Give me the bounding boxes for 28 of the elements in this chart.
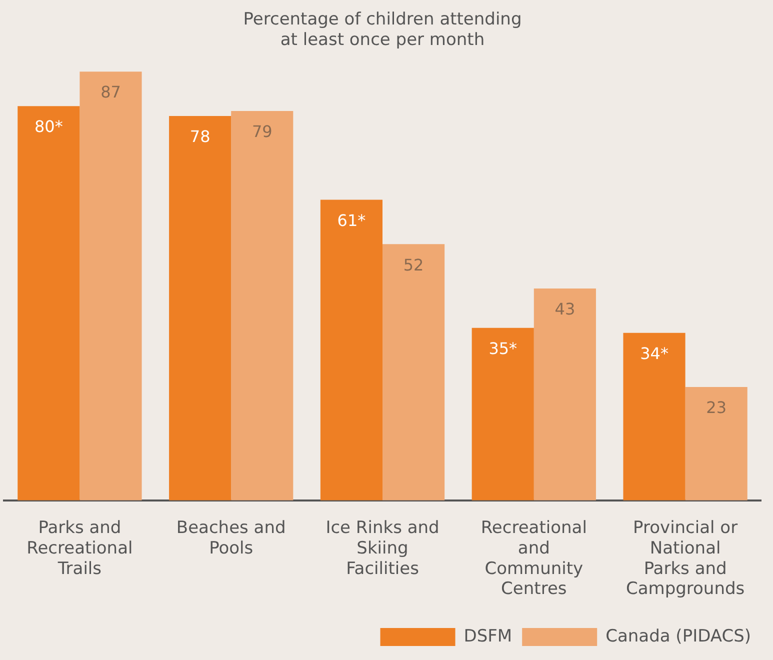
data-label: 52 <box>403 255 424 274</box>
legend-label: DSFM <box>464 626 512 646</box>
x-tick-label: Recreational and Community Centres <box>480 518 587 600</box>
data-label: 35* <box>488 339 518 358</box>
data-label: 87 <box>100 82 121 102</box>
data-label: 34* <box>640 344 668 363</box>
bar <box>685 387 748 500</box>
data-label: 80* <box>34 117 63 136</box>
data-label: 78 <box>190 127 210 146</box>
bar <box>18 106 80 500</box>
data-label: 43 <box>554 300 576 319</box>
data-label: 61* <box>337 210 366 230</box>
data-label: 79 <box>252 122 272 142</box>
chart-title: Percentage of children attending at least once per month <box>243 10 522 50</box>
bar <box>623 332 686 500</box>
x-tick-label: Beaches and Pools <box>176 518 286 558</box>
bar <box>231 111 294 500</box>
bar <box>534 288 596 500</box>
bar <box>320 200 382 500</box>
bar <box>382 244 445 500</box>
x-tick-label: Parks and Recreational Trails <box>26 518 133 579</box>
x-tick-label: Ice Rinks and Skiing Facilities <box>326 518 440 579</box>
bar <box>472 328 534 500</box>
bar <box>80 72 142 500</box>
data-label: 23 <box>706 398 727 418</box>
x-tick-label: Provincial or National Parks and Campgrounds <box>626 518 745 600</box>
legend-label: Canada (PIDACS) <box>606 626 751 646</box>
bar <box>169 116 232 500</box>
